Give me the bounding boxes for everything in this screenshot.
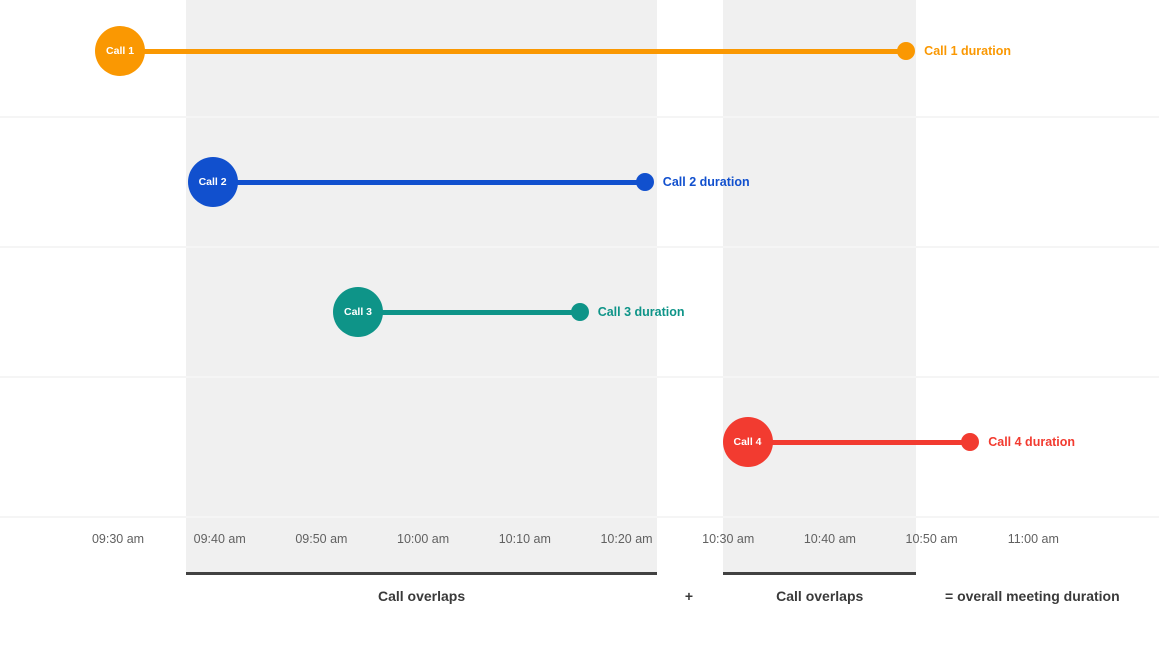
call-end-dot [961,433,980,451]
call-duration-label: Call 4 duration [988,435,1076,449]
call-duration-line [212,179,645,185]
call-duration-line [747,439,971,445]
call-end-dot [897,42,916,60]
call-duration-label: Call 2 duration [662,175,750,189]
call-end-dot [635,173,654,191]
x-tick-label: 10:20 am [600,532,653,546]
call-start-bubble: Call 2 [187,157,238,207]
x-tick-label: 09:40 am [193,532,246,546]
x-tick-label: 10:10 am [498,532,551,546]
call-duration-line [358,309,580,315]
overlap-2-label: Call overlaps [776,588,864,604]
gridline [0,246,1159,248]
x-tick-label: 11:00 am [1007,532,1059,546]
x-tick-label: 10:50 am [905,532,958,546]
x-tick-label: 10:30 am [702,532,755,546]
overall-duration-label: = overall meeting duration [945,588,1120,604]
overlap-1-label: Call overlaps [377,588,466,604]
call-start-bubble: Call 3 [333,287,383,337]
call-duration-line [120,48,907,54]
call-duration-label: Call 1 duration [924,44,1011,58]
overlap-region-1 [186,0,657,575]
call-start-bubble: Call 1 [95,26,146,76]
gridline [0,376,1159,378]
x-tick-label: 09:50 am [295,532,348,546]
gridline [0,516,1159,518]
overlap-region-2 [723,0,917,575]
x-tick-label: 10:00 am [397,532,450,546]
call-end-dot [570,303,589,321]
x-tick-label: 10:40 am [803,532,856,546]
call-duration-label: Call 3 duration [597,305,685,319]
plus-sign: + [684,588,694,604]
gridline [0,116,1159,118]
x-tick-label: 09:30 am [91,532,145,546]
call-start-bubble: Call 4 [722,417,773,467]
